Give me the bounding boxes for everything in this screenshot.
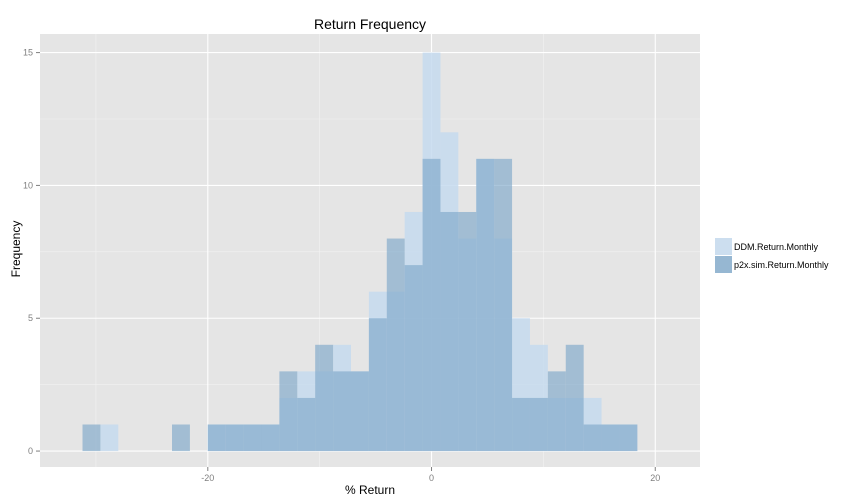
y-tick-label: 0	[28, 446, 33, 456]
y-tick-label: 15	[23, 48, 33, 58]
bar	[529, 397, 548, 452]
bar	[207, 424, 226, 452]
axis-ticks: -20 0 20 0 5 10 15	[23, 48, 660, 483]
bar	[172, 424, 190, 452]
bar	[315, 344, 334, 452]
bar	[333, 371, 351, 452]
bar	[82, 424, 101, 452]
bar	[583, 424, 602, 452]
y-tick-label: 5	[28, 313, 33, 323]
bar	[565, 344, 584, 452]
legend: DDM.Return.Monthly p2x.sim.Return.Monthly	[715, 238, 829, 273]
x-tick-label: -20	[201, 473, 214, 483]
bar	[261, 424, 280, 452]
bar	[422, 158, 441, 452]
bar	[512, 397, 530, 452]
bar	[297, 397, 316, 452]
bar	[601, 424, 620, 452]
bar	[440, 211, 459, 452]
bar	[279, 371, 298, 452]
bar	[368, 318, 387, 452]
x-axis-title: % Return	[345, 483, 395, 497]
bar	[243, 424, 262, 452]
bar	[494, 158, 513, 452]
y-tick-label: 10	[23, 180, 33, 190]
bar	[476, 158, 495, 452]
chart-title: Return Frequency	[314, 16, 426, 32]
histogram-bars	[82, 52, 638, 452]
x-tick-label: 0	[429, 473, 434, 483]
legend-label: p2x.sim.Return.Monthly	[734, 260, 829, 270]
bar	[350, 371, 369, 452]
bar	[225, 424, 244, 452]
bar	[547, 371, 566, 452]
legend-swatch	[715, 256, 732, 273]
bar	[386, 238, 405, 452]
bar	[619, 424, 638, 452]
legend-swatch	[715, 238, 732, 255]
legend-label: DDM.Return.Monthly	[734, 242, 819, 252]
y-axis-title: Frequency	[9, 221, 23, 278]
bar	[458, 211, 477, 452]
x-tick-label: 20	[650, 473, 660, 483]
bar	[100, 424, 119, 452]
bar	[404, 265, 423, 452]
series-p2x.sim.Return.Monthly	[82, 158, 638, 452]
